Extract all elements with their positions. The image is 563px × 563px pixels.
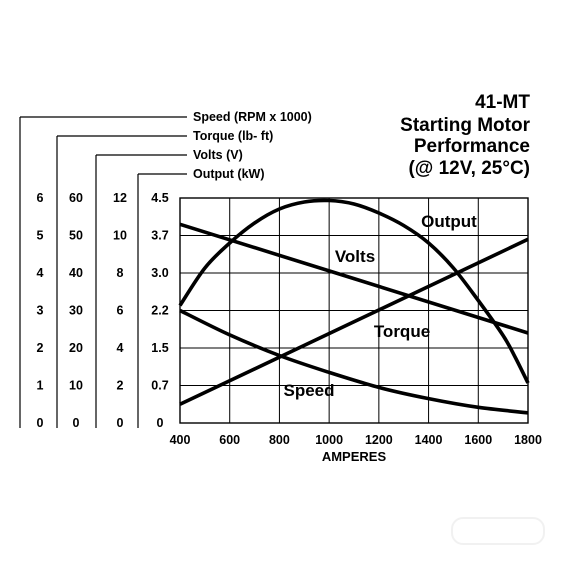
output-series-line <box>178 198 530 384</box>
torque-series-line <box>179 237 529 406</box>
volts-scale-title: Volts (V) <box>193 148 243 162</box>
volts-tick-label: 10 <box>113 229 127 243</box>
volts-tick-label: 2 <box>117 379 124 393</box>
x-tick-label: 1200 <box>365 433 393 447</box>
torque-tick-label: 20 <box>69 341 83 355</box>
speed-tick-label: 4 <box>37 266 44 280</box>
title-line-4: (@ 12V, 25°C) <box>408 158 530 179</box>
speed-tick-label: 3 <box>37 304 44 318</box>
output-tick-label: 4.5 <box>151 191 168 205</box>
x-axis: 400 600 800 1000 1200 1400 1600 1800 AMPERES <box>170 433 542 464</box>
speed-tick-label: 0 <box>37 416 44 430</box>
chart-title: 41-MT Starting Motor Performance (@ 12V,… <box>400 92 530 179</box>
speed-series-line <box>179 308 529 415</box>
torque-tick-label: 60 <box>69 191 83 205</box>
volts-tick-label: 6 <box>117 304 124 318</box>
title-line-2: Starting Motor <box>400 115 530 136</box>
output-tick-label: 3.7 <box>151 229 168 243</box>
output-tick-label: 3.0 <box>151 266 168 280</box>
x-tick-label: 1000 <box>315 433 343 447</box>
torque-tick-label: 40 <box>69 266 83 280</box>
output-scale-title: Output (kW) <box>193 167 265 181</box>
torque-tick-label: 0 <box>73 416 80 430</box>
speed-scale-title: Speed (RPM x 1000) <box>193 110 312 124</box>
speed-tick-label: 2 <box>37 341 44 355</box>
output-tick-label: 0 <box>157 416 164 430</box>
plot-area <box>179 197 529 424</box>
volts-tick-label: 0 <box>117 416 124 430</box>
watermark-logo <box>451 517 545 545</box>
speed-tick-label: 1 <box>37 379 44 393</box>
speed-series-label: Speed <box>283 381 334 400</box>
torque-series-label: Torque <box>374 322 430 341</box>
output-series-label: Output <box>421 212 477 231</box>
speed-tick-label: 5 <box>37 229 44 243</box>
x-tick-label: 600 <box>219 433 240 447</box>
title-line-1: 41-MT <box>475 92 530 113</box>
volts-tick-label: 8 <box>117 266 124 280</box>
torque-tick-label: 10 <box>69 379 83 393</box>
output-tick-label: 2.2 <box>151 304 168 318</box>
x-tick-label: 400 <box>170 433 191 447</box>
x-tick-label: 1400 <box>415 433 443 447</box>
torque-tick-label: 30 <box>69 304 83 318</box>
volts-tick-label: 12 <box>113 191 127 205</box>
series-lines <box>178 198 530 415</box>
torque-tick-label: 50 <box>69 229 83 243</box>
x-tick-label: 1600 <box>464 433 492 447</box>
title-line-3: Performance <box>414 136 530 157</box>
output-tick-label: 1.5 <box>151 341 168 355</box>
torque-scale-title: Torque (lb- ft) <box>193 129 273 143</box>
series-labels: Speed Torque Volts Output <box>283 212 477 400</box>
x-axis-title: AMPERES <box>322 449 387 464</box>
volts-series-label: Volts <box>335 247 375 266</box>
speed-tick-label: 6 <box>37 191 44 205</box>
x-tick-label: 800 <box>269 433 290 447</box>
output-tick-label: 0.7 <box>151 379 168 393</box>
volts-tick-label: 4 <box>117 341 124 355</box>
x-tick-label: 1800 <box>514 433 542 447</box>
